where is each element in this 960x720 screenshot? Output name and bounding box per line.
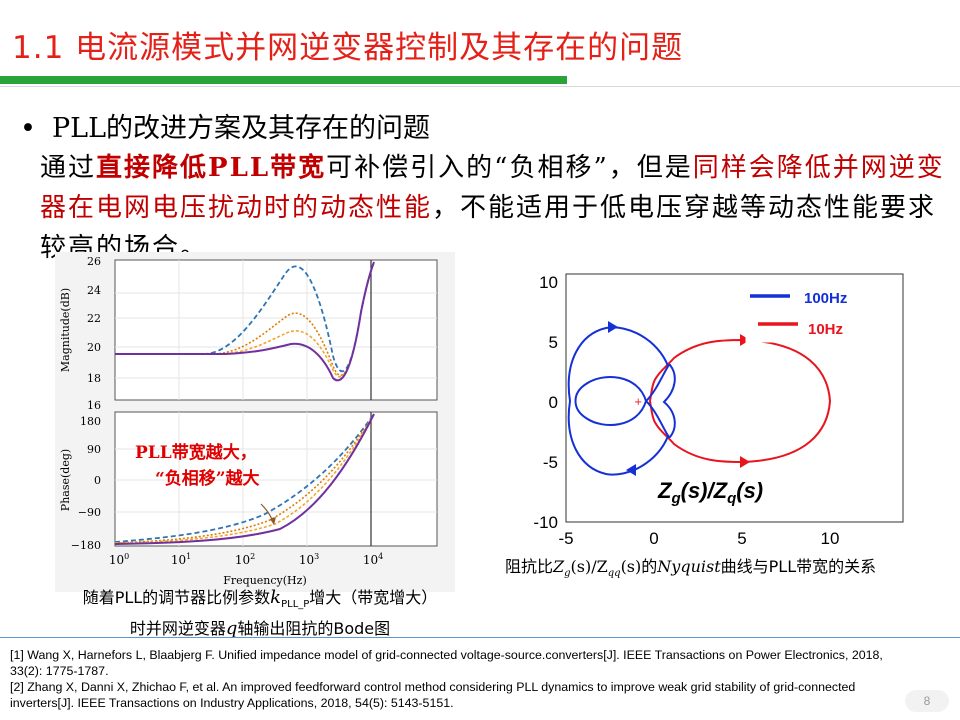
- footer-divider: [0, 637, 960, 638]
- phase-curve-4: [114, 413, 375, 545]
- mag-tick: 16: [87, 399, 101, 412]
- mag-curve-4: [115, 261, 375, 382]
- para-highlight-1: 直接降低: [96, 153, 209, 183]
- nyquist-y-ticks: 10 5 0 -5 -10: [533, 273, 558, 532]
- freq-tick: 100: [109, 552, 129, 567]
- mag-tick: 24: [87, 284, 101, 297]
- mag-curve-2: [115, 261, 375, 376]
- mag-tick: 20: [87, 341, 101, 354]
- mag-tick: 26: [87, 255, 101, 268]
- bode-annotation-line1: PLL带宽越大，: [135, 442, 257, 463]
- bullet-heading: • PLL的改进方案及其存在的问题: [20, 106, 430, 145]
- nyq-xtick: -5: [558, 529, 573, 548]
- nyq-ytick: 0: [549, 393, 558, 412]
- arrow-head: [270, 517, 276, 525]
- nyquist-legend: [745, 281, 868, 343]
- arrow-100hz-top: [608, 321, 618, 333]
- phase-tick: 0: [94, 474, 101, 487]
- phase-curve-1: [114, 413, 375, 543]
- nyq-ytick: -10: [533, 513, 558, 532]
- mag-tick: 22: [87, 312, 101, 325]
- phase-curve-3: [114, 413, 375, 544]
- legend-label-10hz: 10Hz: [808, 321, 843, 338]
- reference-1: [1] Wang X, Harnefors L, Blaabjerg F. Un…: [10, 648, 883, 678]
- bullet-marker: •: [20, 113, 36, 144]
- freq-axis-label: Frequency(Hz): [223, 574, 306, 587]
- nyq-ytick: -5: [543, 453, 558, 472]
- mag-axis-label: Magnitude(dB): [59, 288, 72, 372]
- nyquist-curve-10hz: [648, 338, 832, 464]
- nyq-xtick: 10: [821, 529, 840, 548]
- phase-tick: 90: [87, 443, 101, 456]
- freq-tick: 103: [299, 552, 319, 567]
- references: [1] Wang X, Harnefors L, Blaabjerg F. Un…: [10, 647, 910, 711]
- reference-2: [2] Zhang X, Danni X, Zhichao F, et al. …: [10, 680, 856, 710]
- nyquist-x-ticks: -5 0 5 10: [558, 529, 839, 548]
- nyquist-caption: 阻抗比Zg(s)/Zqq(s)的Nyquist曲线与PLL带宽的关系: [505, 557, 877, 580]
- bode-plot: PLL带宽越大， “负相移”越大 26 24 22 20 18 16 180 9…: [55, 252, 455, 592]
- arrow-10hz-bottom: [740, 456, 750, 468]
- phase-axis-label: Phase(deg): [59, 449, 72, 511]
- bode-caption-line1: 随着PLL的调节器比例参数kPLL_P增大（带宽增大）: [82, 587, 438, 611]
- legend-label-100hz: 100Hz: [804, 290, 847, 307]
- arrow-10hz-top: [740, 334, 750, 346]
- impedance-ratio-label: Zg(s)/Zq(s): [657, 478, 763, 507]
- bode-caption: 随着PLL的调节器比例参数kPLL_P增大（带宽增大） 时并网逆变器q轴输出阻抗…: [40, 586, 480, 641]
- mag-tick: 18: [87, 372, 101, 385]
- para-text-2: 可补偿引入的“负相移”，但是: [326, 153, 693, 183]
- phase-tick: 180: [80, 415, 101, 428]
- freq-ticks: 100 101 102 103 104: [109, 552, 383, 567]
- nyq-xtick: 0: [649, 529, 658, 548]
- mag-ticks: 26 24 22 20 18 16: [87, 255, 101, 412]
- bullet-text: PLL的改进方案及其存在的问题: [52, 113, 431, 144]
- para-text-1: 通过: [40, 153, 97, 183]
- para-highlight-3: 同样会降低并网逆变器在电网电压扰动时的动态性能: [40, 153, 945, 223]
- freq-tick: 104: [363, 552, 383, 567]
- bode-caption-line2: 时并网逆变器q轴输出阻抗的Bode图: [129, 618, 391, 640]
- nyq-ytick: 10: [539, 273, 558, 292]
- page-number: 8: [905, 690, 949, 712]
- nyquist-plot: 10 5 0 -5 -10 -5 0 5 10 + 100Hz 10Hz Zg(…: [533, 273, 904, 548]
- nyquist-curve-100hz: [567, 326, 676, 476]
- freq-tick: 102: [235, 552, 255, 567]
- bode-annotation-line2: “负相移”越大: [155, 468, 260, 489]
- title-divider: [0, 86, 960, 87]
- phase-curve-2: [114, 413, 375, 544]
- para-highlight-2: PLL带宽: [208, 153, 327, 183]
- freq-tick: 101: [171, 552, 191, 567]
- origin-marker: +: [634, 397, 642, 408]
- body-paragraph: 通过直接降低PLL带宽可补偿引入的“负相移”，但是同样会降低并网逆变器在电网电压…: [40, 148, 945, 268]
- mag-panel: [114, 259, 438, 401]
- slide-title: 1.1 电流源模式并网逆变器控制及其存在的问题: [12, 30, 684, 66]
- phase-tick: −180: [71, 539, 101, 552]
- phase-tick: −90: [78, 506, 101, 519]
- nyq-ytick: 5: [549, 333, 558, 352]
- nyq-xtick: 5: [737, 529, 746, 548]
- phase-ticks: 180 90 0 −90 −180: [71, 415, 101, 552]
- arrow-100hz-bottom: [626, 464, 636, 476]
- title-underline: [0, 76, 567, 84]
